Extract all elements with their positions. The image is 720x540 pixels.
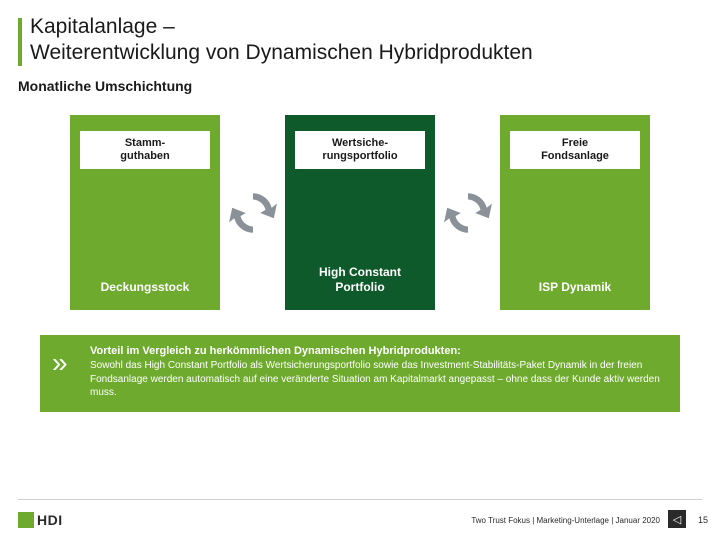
column-stammguthaben: Stamm-guthaben Deckungsstock [70, 115, 220, 310]
slide-subtitle: Monatliche Umschichtung [18, 78, 192, 94]
nav-back-icon[interactable]: ◁ [668, 510, 686, 528]
column-freie-fondsanlage: FreieFondsanlage ISP Dynamik [500, 115, 650, 310]
title-line-2: Weiterentwicklung von Dynamischen Hybrid… [30, 41, 533, 64]
hdi-logo: HDI [18, 512, 63, 528]
advantage-callout: » Vorteil im Vergleich zu herkömmlichen … [40, 335, 680, 412]
footer-divider [18, 499, 702, 500]
cycle-arrows-icon [442, 187, 494, 239]
title-accent-bar [18, 18, 22, 66]
label-wertsicherung: Wertsiche-rungsportfolio [295, 131, 425, 169]
advantage-title: Vorteil im Vergleich zu herkömmlichen Dy… [90, 345, 668, 357]
cycle-arrows-icon [227, 187, 279, 239]
column-wertsicherung: Wertsiche-rungsportfolio High ConstantPo… [285, 115, 435, 310]
title-line-1: Kapitalanlage – [30, 15, 175, 38]
slide-title: Kapitalanlage – Weiterentwicklung von Dy… [30, 14, 533, 67]
logo-text: HDI [37, 512, 63, 528]
label-freie-fondsanlage: FreieFondsanlage [510, 131, 640, 169]
logo-square-icon [18, 512, 34, 528]
label-deckungsstock: Deckungsstock [80, 280, 210, 294]
advantage-body: Sowohl das High Constant Portfolio als W… [90, 359, 668, 400]
label-high-constant: High ConstantPortfolio [295, 265, 425, 294]
label-isp-dynamik: ISP Dynamik [510, 280, 640, 294]
label-stammguthaben: Stamm-guthaben [80, 131, 210, 169]
reallocation-diagram: Stamm-guthaben Deckungsstock Wertsiche-r… [70, 115, 650, 310]
footer-meta: Two Trust Fokus | Marketing-Unterlage | … [471, 516, 660, 525]
double-chevron-icon: » [52, 349, 68, 377]
page-number: 15 [698, 515, 708, 525]
